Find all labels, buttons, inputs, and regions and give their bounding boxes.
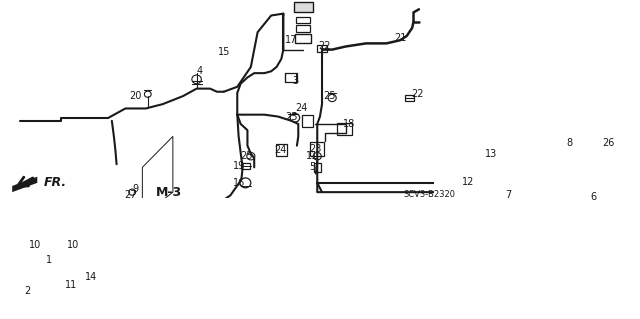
Text: 17: 17 <box>285 35 298 45</box>
Text: 10: 10 <box>67 240 79 250</box>
Bar <box>337 123 352 135</box>
Text: FR.: FR. <box>44 176 67 189</box>
Bar <box>276 145 287 156</box>
Text: M-3: M-3 <box>156 186 182 199</box>
Bar <box>295 34 311 43</box>
Text: 15: 15 <box>218 47 230 57</box>
Text: 25: 25 <box>323 91 336 101</box>
Bar <box>294 3 312 12</box>
Text: 11: 11 <box>65 280 77 290</box>
Polygon shape <box>12 177 37 192</box>
Text: 7: 7 <box>506 190 511 200</box>
Text: 3: 3 <box>292 76 298 85</box>
Text: 16: 16 <box>232 178 244 188</box>
Bar <box>285 72 297 82</box>
Bar <box>296 26 310 32</box>
Bar <box>241 163 250 169</box>
Bar <box>310 142 324 156</box>
Text: 22: 22 <box>318 41 330 51</box>
Text: 20: 20 <box>129 91 142 101</box>
Text: 25: 25 <box>285 112 298 122</box>
Text: 23: 23 <box>310 144 322 154</box>
Text: 2: 2 <box>24 286 30 296</box>
Bar <box>67 239 76 244</box>
Text: 19: 19 <box>232 161 244 171</box>
Text: 11: 11 <box>306 151 318 161</box>
Text: 21: 21 <box>394 33 406 43</box>
Text: 9: 9 <box>132 184 139 194</box>
Text: 8: 8 <box>566 137 573 148</box>
Text: 14: 14 <box>85 272 98 282</box>
Text: 24: 24 <box>295 103 307 114</box>
Text: 6: 6 <box>591 192 597 202</box>
Text: 22: 22 <box>412 89 424 99</box>
Bar <box>405 95 413 101</box>
Text: 25: 25 <box>240 151 252 161</box>
Text: 27: 27 <box>124 190 136 200</box>
Text: 5: 5 <box>308 162 315 172</box>
Bar <box>296 17 310 23</box>
Text: SCV3-B2320: SCV3-B2320 <box>403 189 455 198</box>
Text: 4: 4 <box>197 66 203 76</box>
Text: 26: 26 <box>603 137 615 148</box>
Text: 24: 24 <box>274 145 286 155</box>
Bar <box>314 163 321 172</box>
Text: 10: 10 <box>29 240 42 250</box>
Text: 13: 13 <box>485 149 498 159</box>
Bar <box>301 115 312 127</box>
Text: 12: 12 <box>461 177 474 187</box>
Bar <box>42 239 51 244</box>
Text: 18: 18 <box>343 119 355 129</box>
Bar <box>317 45 327 52</box>
Text: 1: 1 <box>45 255 52 265</box>
